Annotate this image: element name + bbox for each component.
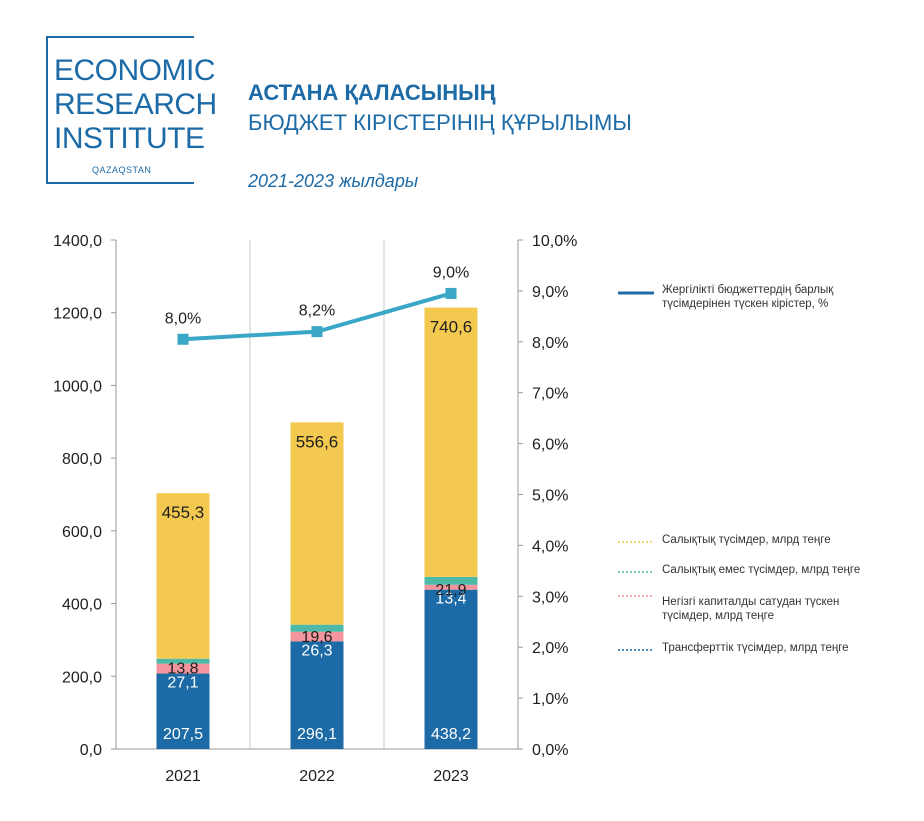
- data-label-capital: 26,3: [301, 642, 332, 659]
- y2-tick-label: 5,0%: [532, 488, 568, 505]
- data-label-nontax: 19,6: [301, 629, 332, 646]
- line-point: [311, 326, 323, 338]
- y2-tick-label: 9,0%: [532, 284, 568, 301]
- data-label-transfers: 438,2: [431, 726, 471, 743]
- logo-subtext: QAZAQSTAN: [92, 165, 152, 175]
- logo-line-2: RESEARCH: [54, 88, 217, 121]
- bar-nontax-2021: [156, 658, 210, 664]
- y2-tick-label: 8,0%: [532, 335, 568, 352]
- x-tick-label: 2022: [299, 768, 335, 785]
- page-title-line-1: АСТАНА ҚАЛАСЫНЫҢ: [248, 80, 496, 105]
- legend-item-nontax: Салықтық емес түсімдер, млрд теңге: [662, 564, 861, 576]
- bar-tax-2022: [290, 422, 344, 625]
- legend-label-capital-2: түсімдер, млрд теңге: [662, 610, 774, 622]
- y2-tick-label: 2,0%: [532, 640, 568, 657]
- legend-item-capital: Негізгі капиталды сатудан түскен түсімде…: [662, 595, 839, 623]
- page-title-line-2: БЮДЖЕТ КІРІСТЕРІНІҢ ҚҰРЫЛЫМЫ: [248, 110, 632, 135]
- line-data-label: 8,0%: [165, 310, 201, 327]
- y2-tick-label: 0,0%: [532, 742, 568, 759]
- legend-item-tax: Салықтық түсімдер, млрд теңге: [662, 534, 831, 546]
- y-tick-label: 600,0: [62, 524, 102, 541]
- bar-transfers-2021: [156, 673, 210, 749]
- bar-capital-2022: [290, 631, 344, 642]
- y2-tick-label: 3,0%: [532, 589, 568, 606]
- line-point: [177, 333, 189, 345]
- y-tick-label: 1000,0: [53, 378, 102, 395]
- line-point: [445, 287, 457, 299]
- line-data-label: 8,2%: [299, 303, 335, 320]
- y-tick-label: 1200,0: [53, 306, 102, 323]
- y2-tick-label: 1,0%: [532, 691, 568, 708]
- legend-swatch-capital: [618, 595, 654, 597]
- legend-label-capital-1: Негізгі капиталды сатудан түскен: [662, 596, 840, 608]
- y2-tick-label: 4,0%: [532, 538, 568, 555]
- y-tick-label: 1400,0: [53, 233, 102, 250]
- legend-item-transfers: Трансферттік түсімдер, млрд теңге: [662, 642, 849, 654]
- data-label-capital: 27,1: [167, 675, 198, 692]
- data-label-transfers: 296,1: [297, 726, 337, 743]
- legend-label-line-1: Жергілікті бюджеттердің барлық: [662, 284, 834, 296]
- line-data-label: 9,0%: [433, 264, 469, 281]
- data-label-nontax: 13,8: [167, 661, 198, 678]
- y-tick-label: 200,0: [62, 669, 102, 686]
- bar-tax-2021: [156, 493, 210, 659]
- y-tick-label: 0,0: [80, 742, 102, 759]
- data-label-tax: 455,3: [162, 503, 205, 522]
- y-tick-label: 400,0: [62, 597, 102, 614]
- bar-transfers-2023: [424, 589, 478, 749]
- bar-capital-2021: [156, 663, 210, 674]
- page-subtitle: 2021-2023 жылдары: [248, 171, 419, 191]
- x-tick-label: 2021: [165, 768, 201, 785]
- bar-tax-2023: [424, 307, 478, 577]
- data-label-capital: 13,4: [435, 591, 466, 608]
- bar-nontax-2022: [290, 624, 344, 632]
- legend-swatch-tax: [618, 541, 654, 543]
- legend-item-line: Жергілікті бюджеттердің барлық түсімдері…: [662, 283, 833, 311]
- data-label-tax: 556,6: [296, 432, 339, 451]
- institute-logo: ECONOMIC RESEARCH INSTITUTE QAZAQSTAN: [46, 36, 217, 184]
- x-tick-label: 2023: [433, 768, 469, 785]
- bar-nontax-2023: [424, 576, 478, 585]
- y-tick-label: 800,0: [62, 451, 102, 468]
- legend-label-line-2: түсімдерінен түскен кірістер, %: [662, 298, 829, 310]
- data-label-transfers: 207,5: [163, 726, 203, 743]
- bar-capital-2023: [424, 584, 478, 590]
- y2-tick-label: 7,0%: [532, 386, 568, 403]
- legend-swatch-nontax: [618, 571, 654, 573]
- bar-transfers-2022: [290, 641, 344, 749]
- y2-tick-label: 10,0%: [532, 233, 577, 250]
- data-label-nontax: 21,9: [435, 582, 466, 599]
- y2-tick-label: 6,0%: [532, 437, 568, 454]
- logo-line-3: INSTITUTE: [54, 122, 205, 155]
- logo-line-1: ECONOMIC: [54, 54, 216, 87]
- legend-swatch-transfers: [618, 649, 654, 651]
- legend-swatch-line: [618, 291, 654, 295]
- data-label-tax: 740,6: [430, 318, 473, 337]
